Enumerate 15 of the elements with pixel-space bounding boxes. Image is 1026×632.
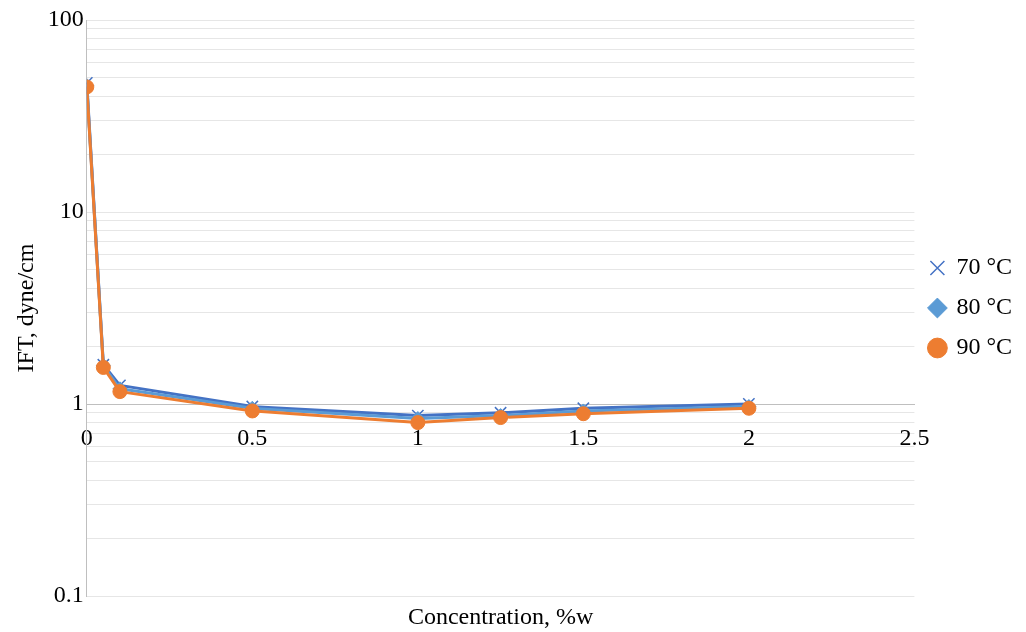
legend-label: 80 °C <box>956 293 1012 320</box>
y-tick-label: 10 <box>59 197 84 224</box>
x-tick-label: 2.5 <box>899 423 930 450</box>
legend-label: 70 °C <box>956 253 1012 280</box>
x-axis-title: Concentration, %w <box>407 603 594 630</box>
legend-label: 90 °C <box>956 333 1012 360</box>
x-tick-label: 0 <box>80 423 93 450</box>
y-tick-label: 1 <box>71 389 84 416</box>
y-tick-label: 0.1 <box>53 581 84 608</box>
x-tick-label: 0.5 <box>237 423 268 450</box>
y-axis-title: IFT, dyne/cm <box>11 243 38 373</box>
x-tick-label: 2 <box>742 423 755 450</box>
y-tick-label: 100 <box>47 5 84 32</box>
x-tick-label: 1 <box>411 423 424 450</box>
x-tick-label: 1.5 <box>568 423 599 450</box>
